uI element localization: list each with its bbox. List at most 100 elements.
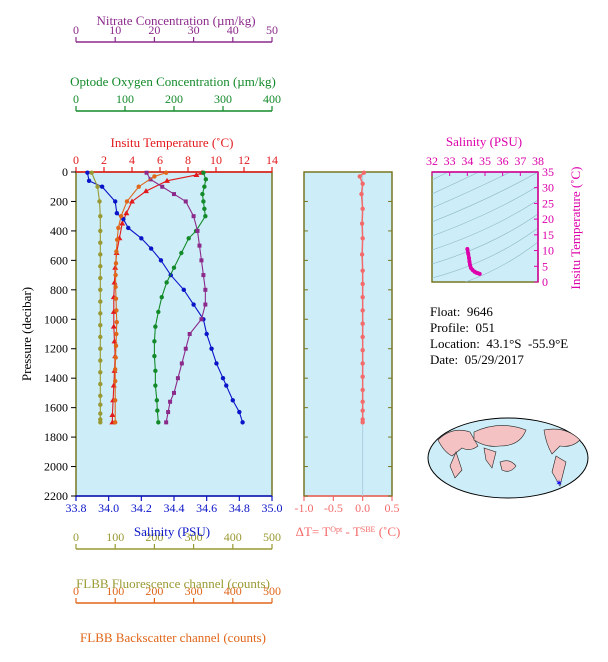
nitrate-point xyxy=(168,399,173,404)
nitrate-point xyxy=(183,346,188,351)
delta_t-point xyxy=(360,308,365,313)
backscatter-point xyxy=(113,355,118,360)
salinity-axis-title: Salinity (PSU) xyxy=(134,524,210,539)
backscatter-point xyxy=(113,261,119,266)
oxygen-point xyxy=(201,170,206,175)
nitrate-axis-title: Nitrate Concentration (µm/kg) xyxy=(96,13,255,28)
salinity-point xyxy=(114,211,120,216)
delta_t-point xyxy=(359,252,365,257)
oxygen-point xyxy=(153,383,158,388)
ts-y-tick-label: 0 xyxy=(542,275,548,289)
backscatter-point xyxy=(114,331,119,337)
backscatter-point xyxy=(113,343,119,348)
nitrate-point xyxy=(183,199,188,204)
delta_t-point xyxy=(360,408,365,413)
nitrate-point xyxy=(179,361,184,366)
density-contour xyxy=(432,172,480,195)
delta_t-point xyxy=(360,294,365,300)
ts-point xyxy=(477,271,482,276)
fluorescence-axis-tick-label: 300 xyxy=(185,530,203,544)
fluorescence-point xyxy=(98,411,103,416)
salinity-point xyxy=(148,246,154,251)
fluorescence-axis-tick-label: 200 xyxy=(145,530,163,544)
oxygen-point xyxy=(179,250,184,256)
fluorescence-point xyxy=(98,275,103,281)
delta-t-plot-area xyxy=(303,171,393,497)
ts-y-tick-label: 10 xyxy=(542,244,554,258)
salinity-point xyxy=(204,331,209,337)
nitrate-point xyxy=(175,376,180,381)
nitrate-axis-tick-label: 50 xyxy=(266,23,278,37)
fluorescence-point xyxy=(95,184,100,189)
density-contour xyxy=(432,213,538,265)
fluorescence-point xyxy=(97,199,102,204)
backscatter-point xyxy=(114,308,119,313)
delta-t-axis-tick-label: 0.5 xyxy=(385,501,400,515)
density-contour xyxy=(432,227,538,279)
salinity-point xyxy=(191,302,196,307)
delta_t-point xyxy=(360,206,365,212)
salinity-axis-tick-label: 34.6 xyxy=(196,501,217,515)
backscatter-point xyxy=(114,237,120,242)
fluorescence-axis-tick-label: 100 xyxy=(106,530,124,544)
ts-diagram-area xyxy=(431,171,539,283)
map-landmass xyxy=(437,429,479,457)
oxygen-axis-tick-label: 200 xyxy=(165,92,183,106)
oxygen-point xyxy=(152,353,157,359)
nitrate-point xyxy=(166,410,171,415)
delta_t-line xyxy=(358,172,365,423)
salinity-point xyxy=(86,178,92,184)
oxygen-point xyxy=(156,309,161,315)
backscatter-point xyxy=(113,367,118,372)
density-contour xyxy=(464,241,538,282)
temperature-axis-tick-label: 4 xyxy=(129,153,135,167)
oxygen-point xyxy=(154,398,160,403)
salinity-line xyxy=(86,172,244,423)
salinity-point xyxy=(85,170,90,175)
oxygen-point xyxy=(153,324,158,329)
delta-t-axis-tick-label: -0.5 xyxy=(324,501,343,515)
backscatter-point xyxy=(124,199,130,204)
temperature-axis-tick-label: 0 xyxy=(73,153,79,167)
nitrate-point xyxy=(199,258,204,263)
fluorescence-point xyxy=(98,381,103,387)
oxygen-point xyxy=(156,420,161,425)
oxygen-point xyxy=(171,265,177,270)
world-map-inset: ✶ xyxy=(427,417,589,499)
delta_t-point xyxy=(360,268,365,273)
profile-plot-area xyxy=(75,171,273,497)
delta_t-point xyxy=(360,281,365,287)
ts-x-tick-label: 35 xyxy=(479,154,491,168)
map-landmass xyxy=(473,425,527,447)
backscatter-point xyxy=(113,296,119,301)
nitrate-point xyxy=(201,273,206,278)
salinity-point xyxy=(240,420,245,425)
map-landmass xyxy=(499,460,517,472)
backscatter-point xyxy=(114,320,119,325)
delta_t-point xyxy=(360,399,365,404)
oxygen-point xyxy=(203,177,209,182)
oxygen-point xyxy=(159,294,164,300)
salinity-point xyxy=(214,361,219,366)
salinity-axis-tick-label: 34.2 xyxy=(131,501,152,515)
backscatter-axis-tick-label: 300 xyxy=(185,584,203,598)
delta-t-axis-tick-label: 0.0 xyxy=(355,501,370,515)
fluorescence-axis-tick-label: 500 xyxy=(263,530,281,544)
map-landmass xyxy=(483,447,497,469)
temperature-point xyxy=(193,171,200,177)
backscatter-point xyxy=(163,170,169,175)
temperature-point xyxy=(143,188,149,194)
map-landmass xyxy=(449,451,463,479)
density-contours xyxy=(432,172,538,282)
nitrate-point xyxy=(199,317,204,322)
oxygen-point xyxy=(155,408,160,413)
nitrate-point xyxy=(203,302,208,307)
salinity-point xyxy=(113,199,118,204)
map-landmass xyxy=(551,455,567,487)
oxygen-point xyxy=(201,199,206,204)
delta_t-point xyxy=(360,420,365,425)
fluorescence-point xyxy=(98,287,103,293)
nitrate-axis-tick-label: 0 xyxy=(73,23,79,37)
salinity-axis-tick-label: 34.0 xyxy=(98,501,119,515)
fluorescence-point xyxy=(98,393,103,399)
